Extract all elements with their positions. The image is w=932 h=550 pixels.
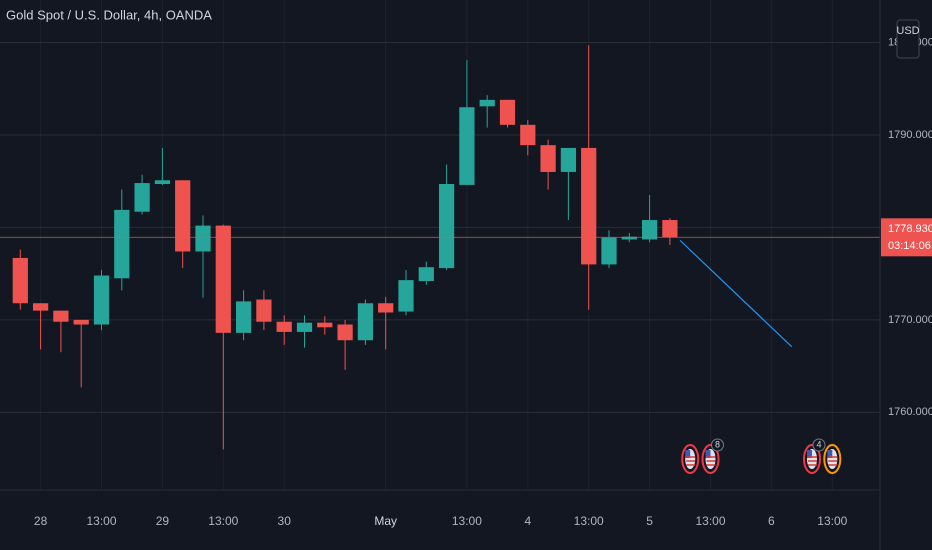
x-tick-label: 4 [524,514,531,528]
candle-body [662,220,678,238]
candle-body [398,280,414,312]
candle-body [296,322,313,332]
candle-body [540,145,556,172]
event-flag-canton [685,450,691,458]
x-tick-label: May [374,514,397,528]
candle-body [621,236,637,240]
candle-body [479,99,495,107]
candle-body [134,183,150,212]
currency-label[interactable]: USD [896,25,919,37]
x-tick-label: 13:00 [452,514,482,528]
last-price-label: 1778.930 [888,223,932,235]
grid [0,0,880,490]
candle-body [438,183,455,269]
y-tick-label: 1790.000 [888,129,932,141]
candle-body [235,301,252,333]
candle-body [175,180,191,252]
event-badge [710,438,724,452]
candle-body [520,124,536,146]
axes: 28 13:00 29 13:00 30 May 13:00 4 13:00 5 13:00 6 13:… [34,36,932,528]
candle-body [499,99,516,125]
x-tick-label: 29 [156,514,170,528]
candle-body [560,147,577,172]
candle-body [459,107,475,185]
countdown-label: 03:14:06 [888,240,931,252]
event-badge [812,438,826,452]
x-tick-label: 13:00 [695,514,725,528]
candle-body [93,275,110,325]
candle-body [357,303,374,341]
x-tick-label: 13:00 [86,514,116,528]
last-price-box [881,218,932,257]
event-flag-canton [806,450,812,458]
candle-body [418,267,434,282]
x-tick-label: 30 [278,514,292,528]
candle-body [317,322,333,328]
event-badge-label: 8 [715,439,720,449]
candle-body [12,257,28,304]
candle-body [581,147,597,265]
candle-body [73,319,89,325]
x-tick-label: 5 [646,514,653,528]
y-tick-label: 1760.000 [888,406,932,418]
candle-body [114,209,130,279]
candle-body [154,180,171,184]
candle-body [601,237,617,265]
candle-body [53,310,69,322]
x-tick-label: 13:00 [817,514,847,528]
event-flag-canton [705,450,711,458]
candle-body [641,220,658,240]
candle-body [32,303,49,311]
candle-body [195,225,211,252]
currency-button[interactable] [896,19,920,59]
projection-line [679,239,793,348]
x-tick-label: 13:00 [574,514,604,528]
event-flag-canton [827,450,833,458]
x-tick-label: 6 [768,514,775,528]
chart-title: Gold Spot / U.S. Dollar, 4h, OANDA [6,7,212,22]
event-badge-label: 4 [816,439,821,449]
candle-body [378,303,394,313]
candle-body [276,321,292,332]
y-tick-label: 1770.000 [888,314,932,326]
x-tick-label: 28 [34,514,48,528]
candle-body [337,324,353,341]
candle-body [256,299,272,322]
candle-body [215,225,231,333]
x-tick-label: 13:00 [208,514,238,528]
